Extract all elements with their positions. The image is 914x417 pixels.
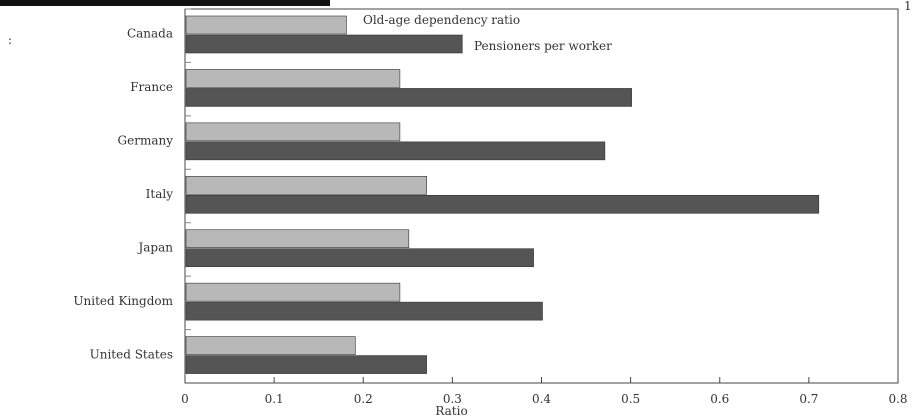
- x-tick-label: 0.3: [443, 392, 462, 406]
- x-axis-title: Ratio: [435, 404, 467, 417]
- category-label: Italy: [146, 187, 174, 201]
- right-margin-marker: 1: [904, 0, 912, 13]
- category-label: United States: [90, 347, 173, 361]
- bar-pensioners-per-worker: [185, 88, 632, 107]
- bar-old-age-dependency: [185, 69, 401, 88]
- category-label: Canada: [127, 27, 173, 41]
- bar-pensioners-per-worker: [185, 301, 543, 321]
- x-tick-label: 0.1: [265, 392, 284, 406]
- legend-label-old-age-dependency-ratio: Old-age dependency ratio: [363, 13, 520, 27]
- bar-pensioners-per-worker: [185, 248, 534, 268]
- category-label: Japan: [136, 240, 173, 254]
- x-tick-label: 0.8: [888, 392, 907, 406]
- bar-pensioners-per-worker: [185, 355, 427, 374]
- bar-pensioners-per-worker: [185, 141, 606, 161]
- category-label: United Kingdom: [73, 294, 173, 308]
- x-tick-label: 0: [181, 392, 189, 406]
- left-margin-marker: :: [8, 33, 12, 47]
- bar-pensioners-per-worker: [185, 34, 463, 54]
- header-bar-segment: [0, 0, 330, 6]
- x-tick-label: 0.6: [710, 392, 729, 406]
- bar-old-age-dependency: [185, 229, 410, 249]
- bar-old-age-dependency: [185, 282, 401, 302]
- bar-old-age-dependency: [185, 175, 427, 195]
- bar-old-age-dependency: [185, 336, 356, 355]
- legend-label-pensioners-per-worker: Pensioners per worker: [474, 39, 612, 53]
- bar-old-age-dependency: [185, 122, 401, 142]
- x-tick-label: 0.5: [621, 392, 640, 406]
- x-tick-label: 0.4: [532, 392, 551, 406]
- x-tick-label: 0.7: [799, 392, 818, 406]
- x-tick-label: 0.2: [354, 392, 373, 406]
- category-label: Germany: [118, 134, 174, 148]
- category-label: France: [130, 80, 173, 94]
- bar-old-age-dependency: [185, 15, 347, 35]
- bar-pensioners-per-worker: [185, 194, 820, 214]
